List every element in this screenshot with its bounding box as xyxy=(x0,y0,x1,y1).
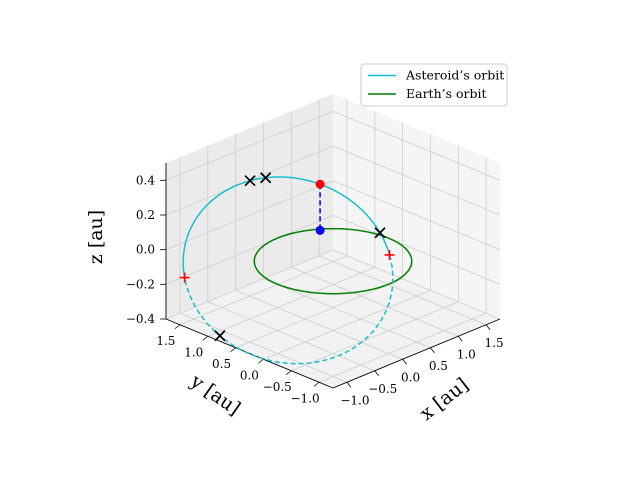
y-tick-label: −1.0 xyxy=(291,391,320,405)
legend-entry-asteroid-orbit: Asteroid’s orbit xyxy=(405,68,504,83)
x-tick-mark xyxy=(457,336,463,342)
y-tick-mark xyxy=(202,335,208,341)
tick-labels: −1.0−0.50.00.51.01.5−1.0−0.50.00.51.01.5… xyxy=(126,173,504,407)
x-tick-label: 1.0 xyxy=(457,347,476,361)
x-axis-label: x [au] xyxy=(416,374,473,425)
y-tick-label: −0.5 xyxy=(263,380,292,394)
cross-marker-b xyxy=(374,227,386,239)
projection-point xyxy=(315,225,325,235)
x-tick-mark xyxy=(485,324,491,330)
grid-line-z xyxy=(165,249,501,320)
grid xyxy=(165,99,501,383)
z-tick-label: −0.4 xyxy=(126,312,156,326)
ascending-node-marker xyxy=(384,249,395,260)
z-tick-label: −0.2 xyxy=(126,277,155,291)
y-axis-label: y [au] xyxy=(186,370,245,420)
legend-entry-earth-orbit: Earth’s orbit xyxy=(406,86,487,101)
y-tick-label: 1.0 xyxy=(184,345,203,359)
x-tick-label: 0.0 xyxy=(401,370,420,384)
cross-marker xyxy=(214,330,226,342)
y-axis-line xyxy=(165,318,334,389)
grid-line-z xyxy=(165,110,501,181)
grid-line-z xyxy=(165,180,501,251)
x-tick-mark xyxy=(402,359,407,365)
z-tick-label: 0.4 xyxy=(136,173,155,187)
grid-line-z xyxy=(165,145,501,216)
cross-marker-b xyxy=(244,175,256,187)
asteroid-point xyxy=(315,179,325,189)
x-tick-label: −1.0 xyxy=(340,393,369,407)
axis-panes xyxy=(166,94,500,388)
y-tick-mark xyxy=(258,358,264,364)
cross-marker-b xyxy=(214,330,226,342)
y-tick-label: 0.0 xyxy=(240,368,259,382)
axis-lines xyxy=(160,163,501,389)
z-tick-label: 0.2 xyxy=(136,208,155,222)
x-tick-mark xyxy=(430,347,435,353)
legend-frame xyxy=(360,63,508,107)
y-tick-mark xyxy=(313,381,320,387)
descending-node-marker xyxy=(179,272,190,283)
x-tick-label: 1.5 xyxy=(485,336,504,350)
x-tick-mark xyxy=(374,370,380,376)
y-tick-mark xyxy=(286,370,292,376)
asteroid-orbit-line xyxy=(182,176,391,278)
cross-marker xyxy=(244,175,256,187)
y-tick-mark xyxy=(230,347,236,353)
x-tick-label: 0.5 xyxy=(429,359,448,373)
z-axis-label: z [au] xyxy=(85,210,107,264)
grid-line-z xyxy=(165,214,501,285)
plot-area xyxy=(179,172,413,365)
x-axis-line xyxy=(332,318,501,389)
y-tick-label: 1.5 xyxy=(156,334,175,348)
cross-marker xyxy=(260,172,272,184)
cross-marker xyxy=(374,227,386,239)
z-tick-label: 0.0 xyxy=(136,243,155,257)
x-tick-label: −0.5 xyxy=(368,382,397,396)
y-tick-mark xyxy=(174,324,181,330)
y-tick-label: 0.5 xyxy=(212,357,231,371)
x-tick-mark xyxy=(346,382,352,388)
legend: Asteroid’s orbit Earth’s orbit xyxy=(360,63,508,107)
earth-orbit-line xyxy=(253,227,413,295)
asteroid-orbit-dashed-line xyxy=(184,255,394,365)
cross-marker-b xyxy=(260,172,272,184)
